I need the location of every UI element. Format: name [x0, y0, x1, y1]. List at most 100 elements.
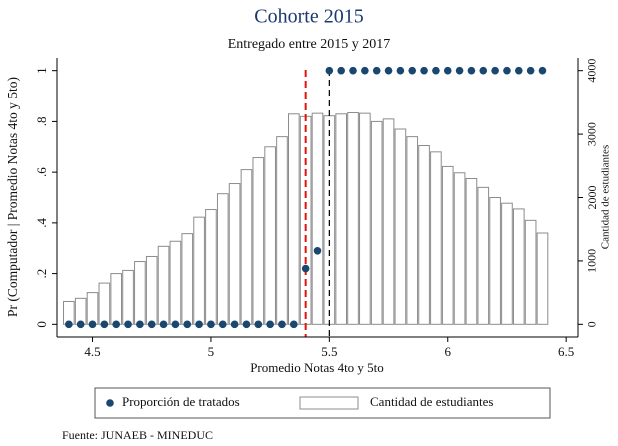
scatter-point [325, 66, 334, 75]
scatter-point [218, 320, 227, 329]
scatter-point [112, 320, 121, 329]
y2-tick-label: 0 [585, 321, 599, 327]
legend-label: Cantidad de estudiantes [370, 394, 493, 409]
histogram-bar [477, 186, 490, 325]
histogram-bar [74, 297, 87, 325]
y2-tick-label: 2000 [585, 186, 599, 210]
y-tick-label: 1 [34, 67, 49, 74]
scatter-point [242, 320, 251, 329]
scatter-point [479, 66, 488, 75]
y2-tick-label: 1000 [585, 249, 599, 273]
y2-tick-label: 3000 [585, 122, 599, 146]
scatter-point [266, 320, 274, 329]
scatter-point [159, 320, 168, 329]
histogram-bar [181, 233, 194, 325]
histogram-bar [122, 269, 134, 325]
y2-axis-label: Cantidad de estudiantes [600, 145, 612, 249]
scatter-point [372, 66, 381, 75]
scatter-point [384, 66, 393, 75]
scatter-point [491, 66, 499, 75]
histogram-bar [430, 151, 442, 325]
histogram-bar [465, 177, 478, 325]
histogram-bar [418, 145, 430, 325]
scatter-point [183, 320, 192, 329]
y-tick-label: .4 [34, 217, 49, 227]
scatter-point [100, 320, 109, 329]
histogram-bar [536, 232, 549, 325]
scatter-point [443, 66, 452, 75]
scatter-point [420, 66, 428, 75]
legend-label: Proporción de tratados [122, 394, 240, 409]
scatter-point [432, 66, 440, 75]
histogram-bar [287, 113, 300, 325]
histogram-bar [406, 136, 419, 325]
chart-subtitle: Entregado entre 2015 y 2017 [228, 37, 391, 52]
scatter-point [408, 66, 417, 75]
histogram-bar [489, 197, 501, 325]
scatter-point [361, 66, 369, 75]
scatter-point [230, 320, 239, 329]
scatter-point [313, 246, 322, 255]
histogram-bar [134, 261, 146, 325]
x-tick-label: 6.5 [558, 344, 574, 359]
histogram-bar [252, 157, 265, 325]
x-tick-label: 5 [208, 344, 215, 359]
scatter-point [526, 66, 535, 75]
y-axis-label: Pr (Computador | Promedio Notas 4to y 5t… [5, 77, 20, 317]
scatter-point [171, 320, 180, 329]
x-axis-label: Promedio Notas 4to y 5to [250, 360, 384, 375]
scatter-point [136, 320, 144, 329]
scatter-point [467, 66, 476, 75]
scatter-point [278, 320, 286, 329]
histogram-bar [370, 120, 383, 325]
histogram-bar [157, 245, 170, 325]
scatter-point [337, 66, 345, 75]
scatter-point [538, 66, 547, 75]
y-tick-label: 0 [34, 321, 49, 328]
histogram-bar [169, 240, 182, 325]
scatter-point [455, 66, 464, 75]
histogram-bar [276, 136, 288, 325]
y-tick-label: .8 [34, 117, 49, 127]
histogram-bar [359, 112, 371, 325]
histogram-bar [205, 209, 217, 325]
histogram-bar [240, 169, 253, 325]
scatter-point [301, 264, 310, 273]
histogram-bar [216, 193, 229, 325]
scatter-point [396, 66, 405, 75]
scatter-point [514, 66, 523, 75]
scatter-point [254, 320, 263, 329]
scatter-point [65, 320, 73, 329]
scatter-point [290, 320, 298, 329]
legend-swatch [299, 396, 359, 410]
scatter-point [147, 320, 156, 329]
y-tick-label: .2 [34, 269, 49, 279]
scatter-point [88, 320, 97, 329]
scatter-point [124, 320, 132, 329]
x-tick-label: 6 [445, 344, 452, 359]
histogram-bar [311, 112, 324, 325]
source-note: Fuente: JUNAEB - MINEDUC [62, 428, 213, 442]
histogram-bar [98, 282, 111, 325]
histogram-bar [394, 128, 407, 325]
histogram-bar [501, 202, 513, 325]
histogram-bar [86, 292, 99, 325]
histogram-bar [453, 172, 466, 325]
scatter-point [349, 66, 357, 75]
histogram-bar [347, 112, 359, 325]
histogram-bar [193, 216, 205, 325]
scatter-point [503, 66, 511, 75]
chart-title: Cohorte 2015 [254, 6, 363, 28]
histogram-bar [110, 273, 123, 325]
histogram-bar [382, 118, 395, 325]
y-tick-label: .6 [34, 167, 49, 177]
x-tick-label: 5.5 [321, 344, 337, 359]
x-tick-label: 4.5 [84, 344, 100, 359]
scatter-point [76, 320, 85, 329]
histogram-bar [441, 165, 454, 325]
y2-tick-label: 4000 [585, 59, 599, 83]
histogram-bar [264, 146, 276, 325]
histogram-bar [512, 208, 525, 325]
